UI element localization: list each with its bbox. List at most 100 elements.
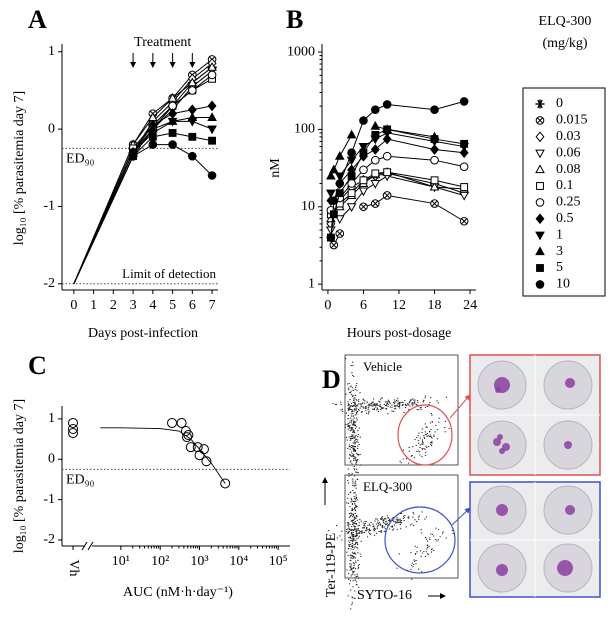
marker-part bbox=[371, 169, 380, 178]
marker-part bbox=[207, 61, 217, 71]
panel-label: C bbox=[28, 351, 47, 380]
marker-part bbox=[430, 144, 439, 155]
marker bbox=[359, 148, 368, 157]
marker-part bbox=[358, 143, 369, 152]
marker bbox=[347, 148, 356, 157]
marker bbox=[326, 233, 336, 242]
gate bbox=[384, 506, 456, 574]
marker-part bbox=[431, 200, 438, 207]
marker-part bbox=[346, 129, 357, 139]
marker bbox=[535, 149, 545, 159]
series-line bbox=[339, 132, 465, 177]
vehicle-point bbox=[68, 417, 78, 428]
axis-break bbox=[87, 541, 94, 551]
marker bbox=[188, 132, 197, 141]
x-tick-label: 0 bbox=[324, 298, 331, 313]
x-tick-label: 18 bbox=[428, 298, 442, 313]
arrow bbox=[451, 507, 471, 526]
marker bbox=[334, 215, 345, 224]
marker-part bbox=[207, 100, 217, 112]
marker bbox=[370, 120, 381, 130]
marker bbox=[459, 216, 469, 226]
plot-label: Vehicle bbox=[363, 359, 402, 374]
x-tick-label: 5 bbox=[169, 298, 176, 313]
x-tick-label: 1 bbox=[90, 298, 97, 313]
marker bbox=[535, 231, 545, 241]
marker bbox=[358, 187, 369, 197]
y-axis-label: log₁₀ [% parasitemia day 7] bbox=[12, 399, 27, 553]
marker bbox=[430, 135, 439, 143]
y-axis-label: nM bbox=[268, 158, 283, 178]
x-axis-label: Hours post-dosage bbox=[347, 326, 452, 341]
marker-part bbox=[430, 155, 439, 165]
parasite bbox=[496, 564, 508, 576]
x-tick-label: 6 bbox=[189, 298, 196, 313]
legend-label: 0.5 bbox=[556, 211, 574, 226]
marker-part bbox=[326, 233, 336, 242]
marker-part bbox=[383, 168, 392, 177]
marker-part bbox=[326, 170, 336, 180]
marker-part bbox=[536, 264, 544, 272]
marker bbox=[359, 202, 368, 212]
marker-part bbox=[187, 112, 198, 122]
series-line bbox=[73, 66, 213, 285]
legend-label: 0.06 bbox=[556, 145, 581, 160]
marker-part bbox=[460, 139, 469, 148]
micrographs bbox=[470, 355, 600, 597]
marker bbox=[334, 172, 345, 182]
y-tick-label: 10 bbox=[301, 199, 315, 214]
marker-part bbox=[329, 196, 339, 205]
x-tick-label: 7 bbox=[209, 298, 216, 313]
y-axis-label: log₁₀ [% parasitemia day 7] bbox=[12, 91, 27, 245]
marker-part bbox=[459, 97, 469, 106]
marker-part bbox=[372, 200, 379, 207]
x-tick-label: 3 bbox=[130, 298, 137, 313]
point bbox=[185, 442, 196, 453]
marker-part bbox=[188, 86, 197, 95]
gate bbox=[397, 404, 453, 466]
marker bbox=[383, 168, 392, 177]
y-tick-label: 1000 bbox=[287, 44, 315, 59]
x-tick-label: 24 bbox=[463, 298, 477, 313]
marker-part bbox=[347, 189, 356, 198]
marker bbox=[358, 143, 369, 152]
marker bbox=[371, 130, 380, 139]
x-tick-label: 10³ bbox=[190, 554, 208, 569]
point bbox=[181, 432, 192, 443]
marker bbox=[535, 116, 545, 125]
legend-label: 5 bbox=[556, 260, 563, 275]
series-line bbox=[73, 120, 213, 285]
parasite bbox=[565, 505, 575, 515]
axis-break bbox=[81, 541, 88, 551]
x-tick-label: 10⁴ bbox=[229, 554, 248, 569]
marker-part bbox=[535, 280, 545, 289]
marker-part bbox=[334, 151, 345, 160]
parasite bbox=[493, 438, 501, 446]
marker bbox=[430, 155, 439, 165]
panel-d: D Vehicle ELQ-300 Ter-119-PE SYTO-16 bbox=[322, 354, 601, 610]
marker-part bbox=[359, 176, 368, 185]
point bbox=[167, 417, 178, 428]
marker bbox=[371, 169, 380, 178]
marker-part bbox=[128, 151, 138, 161]
parasite bbox=[496, 504, 508, 516]
marker bbox=[459, 147, 469, 159]
x-tick-label: 2 bbox=[110, 298, 117, 313]
rbc bbox=[477, 420, 527, 470]
marker-part bbox=[460, 183, 469, 191]
series-line bbox=[363, 194, 465, 222]
marker bbox=[382, 100, 392, 109]
marker bbox=[188, 151, 197, 161]
y-tick-label: 1 bbox=[48, 44, 55, 59]
x-tick-label: 10⁵ bbox=[269, 554, 288, 569]
marker bbox=[430, 144, 439, 155]
marker bbox=[383, 125, 392, 134]
series-line bbox=[73, 144, 213, 285]
series-line bbox=[73, 70, 213, 285]
marker-part bbox=[459, 147, 469, 159]
marker-part bbox=[148, 140, 158, 149]
marker-part bbox=[535, 231, 545, 241]
marker bbox=[370, 179, 381, 189]
legend-label: 0.25 bbox=[556, 195, 581, 210]
